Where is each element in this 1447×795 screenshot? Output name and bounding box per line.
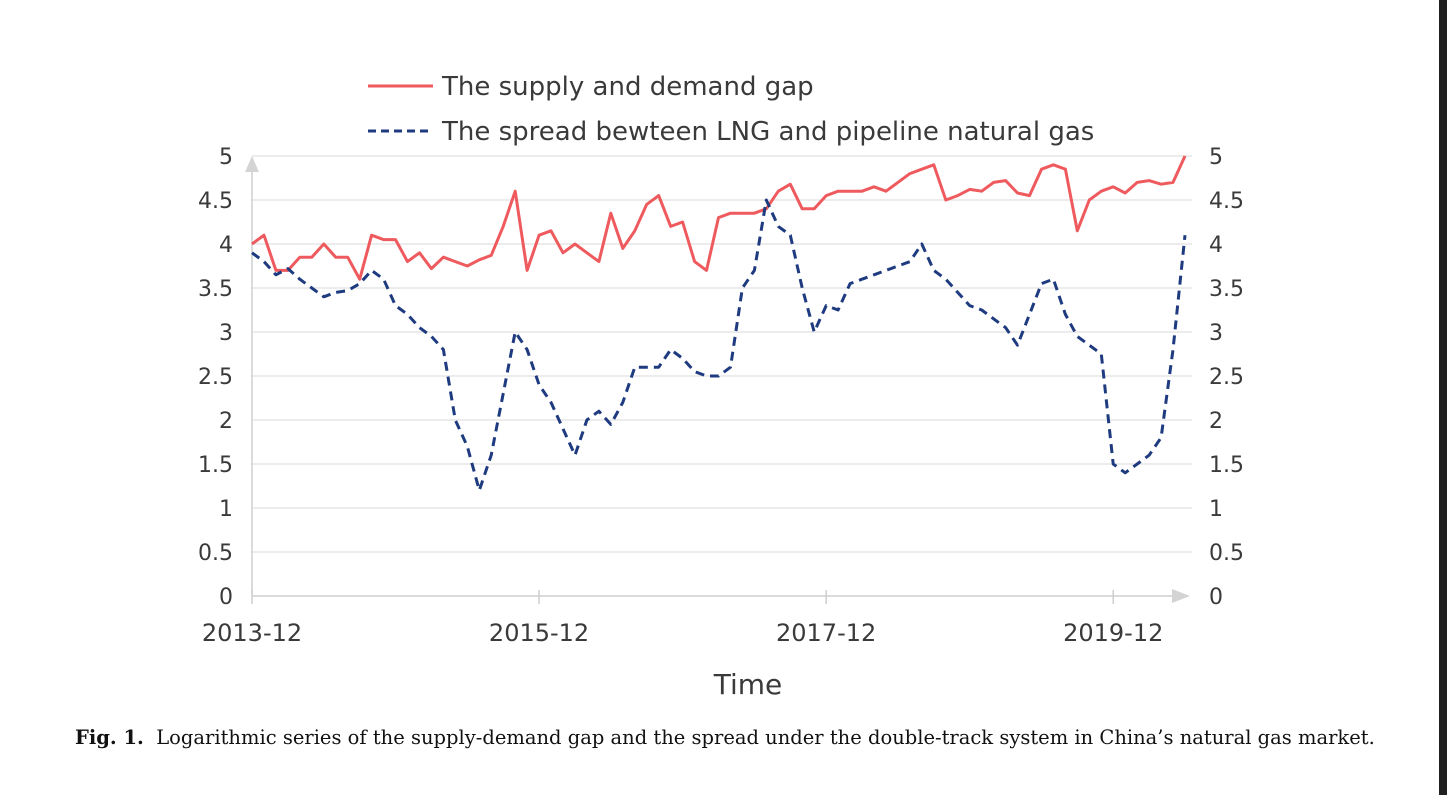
right-y-tick-label: 3.5 (1209, 277, 1244, 302)
figure-caption-text: Logarithmic series of the supply-demand … (156, 726, 1375, 749)
figure-caption: Fig. 1. Logarithmic series of the supply… (75, 726, 1415, 749)
legend-label-supply-demand-gap: The supply and demand gap (441, 72, 814, 102)
figure-caption-label: Fig. 1. (75, 726, 144, 749)
left-y-tick-label: 0.5 (198, 541, 233, 566)
right-y-tick-label: 3 (1209, 321, 1223, 346)
right-y-tick-label: 1 (1209, 497, 1223, 522)
right-edge-bar (1439, 0, 1447, 795)
left-y-tick-label: 1 (219, 497, 233, 522)
left-y-tick-label: 2 (219, 409, 233, 434)
x-tick-label: 2017-12 (776, 619, 876, 647)
x-tick-label: 2019-12 (1063, 619, 1163, 647)
right-y-tick-label: 0.5 (1209, 541, 1244, 566)
left-y-tick-label: 3 (219, 321, 233, 346)
legend: The supply and demand gap The spread bew… (368, 72, 1094, 147)
axes (245, 156, 1190, 603)
left-y-tick-label: 4 (219, 233, 233, 258)
series-line-lng-pipeline-spread (251, 198, 1187, 492)
series-line-supply-demand-gap (251, 155, 1187, 281)
gridlines (252, 155, 1192, 553)
left-y-axis-arrow (245, 156, 259, 172)
x-axis-arrow (1172, 589, 1190, 603)
left-y-tick-label: 2.5 (198, 365, 233, 390)
legend-label-lng-pipeline-spread: The spread bewteen LNG and pipeline natu… (441, 117, 1094, 147)
x-tick-labels: 2013-12 2015-12 2017-12 2019-12 (202, 590, 1163, 647)
left-y-tick-label: 1.5 (198, 453, 233, 478)
right-y-tick-label: 1.5 (1209, 453, 1244, 478)
left-y-tick-label: 0 (219, 585, 233, 610)
right-y-tick-label: 0 (1209, 585, 1223, 610)
right-y-tick-labels: 0 0.5 1 1.5 2 2.5 3 3.5 4 4.5 5 (1209, 145, 1244, 610)
left-y-tick-label: 3.5 (198, 277, 233, 302)
right-y-tick-label: 4.5 (1209, 189, 1244, 214)
right-y-tick-label: 2.5 (1209, 365, 1244, 390)
x-axis-title: Time (713, 668, 783, 701)
x-tick-label: 2013-12 (202, 619, 302, 647)
right-y-tick-label: 4 (1209, 233, 1223, 258)
left-y-tick-label: 5 (219, 145, 233, 170)
series-lines (251, 155, 1187, 492)
right-y-tick-label: 5 (1209, 145, 1223, 170)
left-y-tick-labels: 0 0.5 1 1.5 2 2.5 3 3.5 4 4.5 5 (198, 145, 233, 610)
x-tick-label: 2015-12 (489, 619, 589, 647)
left-y-tick-label: 4.5 (198, 189, 233, 214)
right-y-tick-label: 2 (1209, 409, 1223, 434)
